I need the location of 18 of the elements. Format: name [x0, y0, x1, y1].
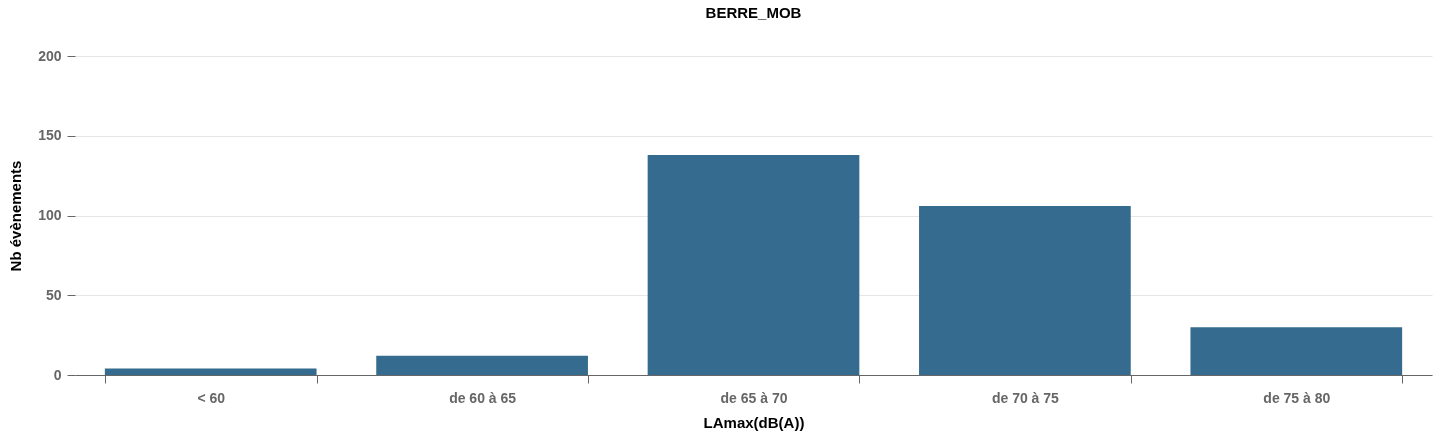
x-tick-label: de 75 à 80: [1263, 389, 1331, 406]
x-tick-label: de 70 à 75: [991, 389, 1060, 406]
bar: [919, 205, 1131, 375]
chart-title: BERRE_MOB: [705, 4, 802, 21]
bar: [1190, 327, 1403, 375]
x-tick-label: < 60: [197, 389, 226, 406]
y-tick-label: 0: [53, 366, 62, 383]
y-tick-label: 150: [38, 127, 62, 144]
y-tick-label: 200: [38, 47, 62, 64]
y-tick-label: 100: [38, 207, 62, 223]
y-tick-label: 50: [45, 286, 62, 303]
bar: [647, 154, 860, 375]
x-axis-title: LAmax(dB(A)): [703, 413, 805, 431]
bar: [376, 355, 588, 375]
y-axis-title: Nb évènements: [7, 160, 25, 272]
x-tick-label: de 65 à 70: [720, 389, 788, 406]
bar: [104, 368, 317, 375]
x-tick-label: de 60 à 65: [449, 389, 517, 406]
